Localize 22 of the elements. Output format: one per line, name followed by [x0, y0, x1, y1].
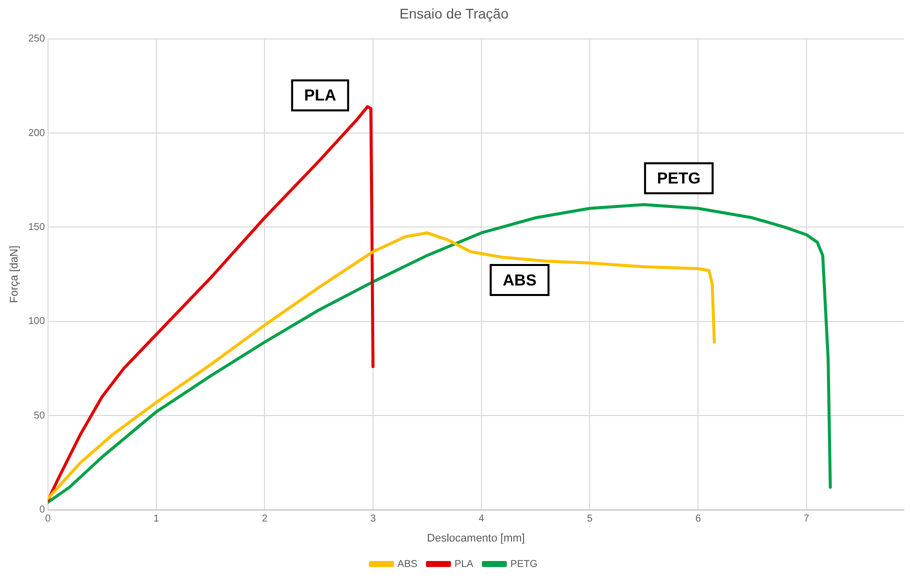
y-tick-label: 250	[28, 34, 46, 45]
legend-label: PETG	[510, 558, 538, 570]
annotation: PLA	[304, 88, 337, 105]
x-tick-label: 2	[262, 514, 268, 525]
legend-label: ABS	[397, 558, 418, 570]
x-tick-label: 1	[153, 514, 160, 525]
y-tick-label: 200	[28, 128, 46, 139]
y-axis-title: Força [daN]	[8, 246, 21, 304]
y-tick-label: 0	[39, 504, 46, 516]
x-tick-label: 7	[804, 514, 810, 525]
annotation: ABS	[502, 272, 537, 290]
chart-title: Ensaio de Tração	[400, 5, 509, 22]
y-tick-label: 100	[28, 316, 46, 328]
x-tick-label: 6	[695, 514, 702, 525]
legend-label: PLA	[454, 558, 474, 570]
y-tick-label: 50	[34, 410, 46, 422]
x-axis-title: Deslocamento [mm]	[427, 532, 525, 544]
x-tick-label: 4	[478, 514, 485, 525]
x-tick-label: 3	[370, 514, 376, 525]
y-tick-label: 150	[28, 222, 46, 233]
x-tick-label: 5	[586, 514, 593, 525]
annotation: PETG	[657, 170, 701, 188]
